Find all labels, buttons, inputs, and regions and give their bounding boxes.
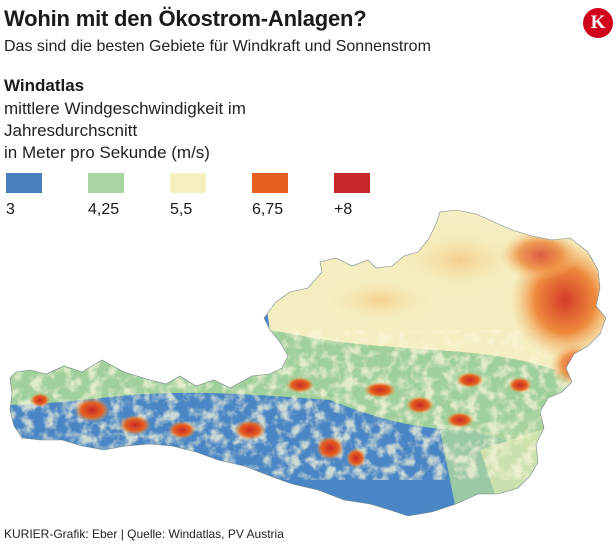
source-credit: KURIER-Grafik: Eber | Quelle: Windatlas,… xyxy=(4,527,284,541)
page-title: Wohin mit den Ökostrom-Anlagen? xyxy=(4,6,367,31)
legend-swatch-5-5 xyxy=(170,173,206,193)
legend-label-5-5: 5,5 xyxy=(170,201,193,218)
desc-line-1: mittlere Windgeschwindigkeit im xyxy=(4,99,246,118)
desc-line-2: Jahresdurchscnitt xyxy=(4,121,138,140)
legend-swatch-4-25 xyxy=(88,173,124,193)
legend-item: 3 xyxy=(6,173,88,219)
legend-item: +8 xyxy=(334,173,416,219)
legend-swatch-8 xyxy=(334,173,370,193)
page-subtitle: Das sind die besten Gebiete für Windkraf… xyxy=(4,38,431,55)
legend-swatch-6-75 xyxy=(252,173,288,193)
section-title: Windatlas xyxy=(4,76,85,95)
legend-description: mittlere Windgeschwindigkeit im Jahresdu… xyxy=(4,98,304,164)
legend-item: 5,5 xyxy=(170,173,252,219)
legend-item: 4,25 xyxy=(88,173,170,219)
austria-border xyxy=(9,209,607,517)
legend-label-4-25: 4,25 xyxy=(88,201,120,218)
legend-label-8: +8 xyxy=(334,201,353,218)
legend-swatch-3 xyxy=(6,173,42,193)
legend-label-3: 3 xyxy=(6,201,15,218)
color-legend: 3 4,25 5,5 6,75 +8 xyxy=(6,173,416,219)
legend-item: 6,75 xyxy=(252,173,334,219)
map-fill xyxy=(10,210,606,516)
desc-line-3: in Meter pro Sekunde (m/s) xyxy=(4,143,210,162)
logo-letter: K xyxy=(590,12,606,33)
kurier-logo[interactable]: K xyxy=(583,8,613,38)
legend-label-6-75: 6,75 xyxy=(252,201,284,218)
austria-wind-map xyxy=(9,209,607,517)
